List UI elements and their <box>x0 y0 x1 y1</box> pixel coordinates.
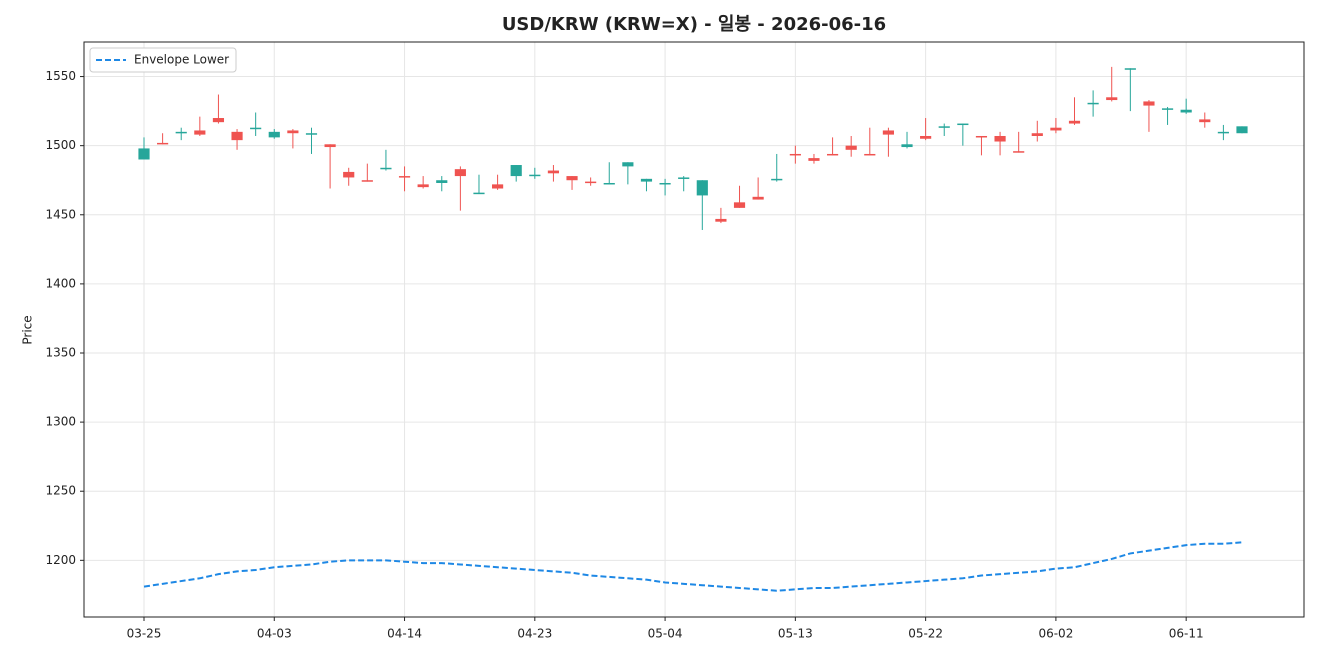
x-tick-label: 05-13 <box>778 627 813 641</box>
candle-body <box>1143 101 1155 106</box>
y-tick-label: 1450 <box>45 207 76 221</box>
candle-body <box>1106 97 1118 101</box>
candle-body <box>361 180 373 182</box>
candle-body <box>1217 131 1229 134</box>
candle-body <box>771 178 783 181</box>
candle-body <box>789 153 801 156</box>
candle-body <box>138 148 150 160</box>
candle-body <box>752 196 764 200</box>
candle-body <box>1199 119 1211 123</box>
candle-body <box>640 178 653 182</box>
candle-body <box>231 131 243 141</box>
candle-body <box>1161 108 1174 110</box>
candle-body <box>510 165 522 177</box>
candle-body <box>901 144 913 148</box>
candle-body <box>994 135 1006 142</box>
candle-body <box>1031 133 1043 136</box>
x-tick-label: 05-04 <box>648 627 683 641</box>
x-tick-label: 03-25 <box>127 627 162 641</box>
candle-body <box>250 127 262 130</box>
candle-body <box>715 218 727 222</box>
candle-body <box>436 180 448 183</box>
candle-body <box>529 174 541 177</box>
candle-body <box>212 118 225 123</box>
candle-body <box>547 170 560 174</box>
y-tick-label: 1200 <box>45 553 76 567</box>
candle-body <box>957 123 969 126</box>
y-tick-label: 1300 <box>45 415 76 429</box>
x-tick-label: 04-03 <box>257 627 292 641</box>
candle-body <box>1087 102 1099 105</box>
chart-title: USD/KRW (KRW=X) - 일봉 - 2026-06-16 <box>502 14 886 35</box>
candle-body <box>938 126 950 128</box>
candle-body <box>492 184 504 189</box>
x-tick-label: 04-14 <box>387 627 422 641</box>
candle-body <box>343 171 355 178</box>
candle-body <box>882 130 894 135</box>
candle-body <box>1068 120 1081 124</box>
candle-body <box>268 131 280 138</box>
candle-body <box>473 192 485 195</box>
candle-body <box>287 130 299 134</box>
candle-body <box>305 133 318 135</box>
candle-body <box>975 135 988 138</box>
candle-body <box>1050 127 1062 131</box>
line-series <box>143 541 1243 592</box>
candle-body <box>603 182 615 185</box>
candle-body <box>733 202 746 208</box>
candle-body <box>659 182 671 185</box>
candle-body <box>454 169 466 177</box>
candle-body <box>864 153 876 156</box>
y-tick-label: 1250 <box>45 484 76 498</box>
candle-body <box>194 130 206 135</box>
candle-body <box>1180 109 1192 113</box>
y-axis-label: Price <box>21 315 35 344</box>
plot-frame <box>83 41 1305 618</box>
candle-body <box>1013 151 1025 153</box>
legend-box <box>89 47 237 73</box>
candle-body <box>1236 126 1248 134</box>
x-tick-label: 06-02 <box>1038 627 1073 641</box>
legend: Envelope Lower <box>89 47 237 73</box>
candle-body <box>175 131 187 134</box>
x-tick-label: 04-23 <box>517 627 552 641</box>
candle-body <box>696 180 708 196</box>
candle-body <box>1124 68 1136 70</box>
candle-body <box>324 144 336 148</box>
candle-body <box>622 162 634 167</box>
candle-body <box>920 135 932 139</box>
candle-body <box>566 176 578 181</box>
candle-body <box>380 167 392 170</box>
y-tick-label: 1550 <box>45 69 76 83</box>
y-tick-label: 1500 <box>45 138 76 152</box>
candle-body <box>808 158 820 161</box>
x-tick-label: 06-11 <box>1169 627 1204 641</box>
y-tick-label: 1400 <box>45 276 76 290</box>
candle-body <box>678 177 690 179</box>
candle-body <box>398 176 411 178</box>
candle-body <box>826 153 839 156</box>
y-tick-label: 1350 <box>45 345 76 359</box>
candle-body <box>157 142 169 145</box>
candle-body <box>845 145 857 150</box>
candle-body <box>417 184 429 188</box>
x-tick-label: 05-22 <box>908 627 943 641</box>
legend-label: Envelope Lower <box>134 53 229 67</box>
candle-body <box>585 181 597 184</box>
